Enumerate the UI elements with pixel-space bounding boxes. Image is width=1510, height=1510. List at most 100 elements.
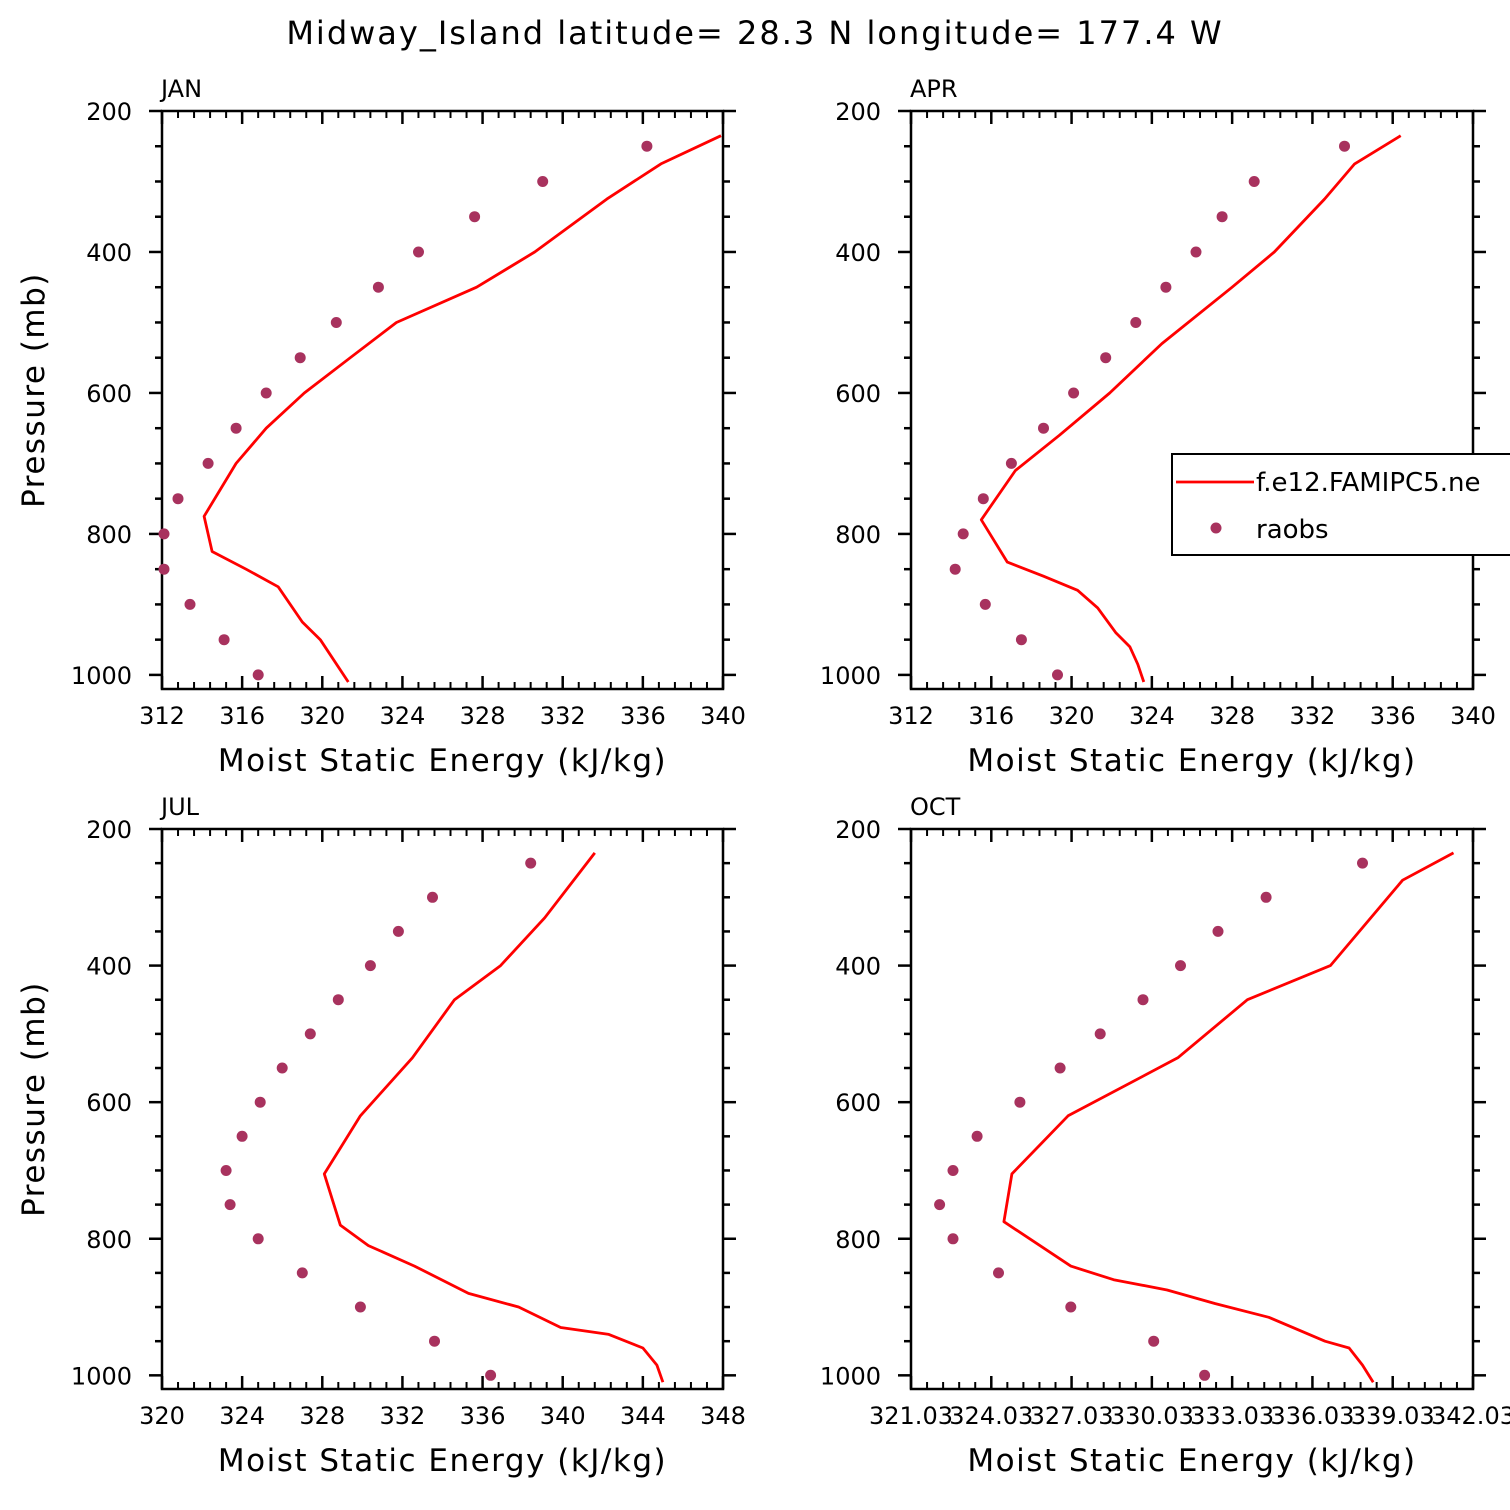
x-tick-label: 342.03 [1431,1402,1510,1430]
y-tick-label: 600 [86,380,132,408]
x-tick-label: 336.03 [1270,1402,1354,1430]
raobs-point-apr [1248,176,1260,187]
plot-frame-apr [909,109,1475,691]
x-tick-label: 324 [219,1402,265,1430]
raobs-point-jul [296,1267,308,1279]
y-tick-label: 200 [86,98,132,126]
x-tick-label: 344 [620,1402,666,1430]
panel-label-apr: APR [910,75,958,103]
x-tick-label: 336 [460,1402,506,1430]
panels-group: 312 316 320 324 328 332 336 340 200 400 600 800 1000… [16,75,1510,1479]
y-tick-label: 1000 [71,662,132,690]
raobs-point-jan [158,528,170,540]
raobs-point-oct [1199,1369,1211,1381]
raobs-point-jan [202,457,214,469]
y-tick-label: 200 [835,816,881,844]
y-tick-label: 800 [835,1226,881,1254]
x-tick-label: 328 [460,702,506,730]
legend-label-model: f.e12.FAMIPC5.ne [1256,468,1480,498]
x-tick-label: 340 [700,702,746,730]
x-tick-label: 312 [139,702,185,730]
x-tick-label: 333.03 [1190,1402,1274,1430]
raobs-point-apr [1190,246,1202,258]
legend-label-raobs: raobs [1256,515,1329,545]
raobs-point-apr [977,493,989,505]
y-tick-label: 400 [86,953,132,981]
x-tick-label: 320 [299,702,345,730]
panel-apr: 312 316 320 324 328 332 336 340 200 400 600 800 1000… [820,75,1496,779]
model-profile-line-apr [979,134,1402,683]
panel-oct: 321.03324.03327.03330.03333.03336.03339.… [820,793,1510,1479]
x-tick-label: 332 [1290,702,1336,730]
y-tick-label: 600 [835,380,881,408]
raobs-point-jan [413,246,424,258]
raobs-point-apr [1100,352,1112,364]
panel-jul: 320 324 328 332 336 340 344 348 200 400 600 800 1000… [16,793,746,1479]
x-tick-label: 324 [380,702,426,730]
raobs-point-oct [1014,1096,1026,1108]
x-tick-label: 320 [139,1402,185,1430]
raobs-point-jan [172,493,184,505]
x-tick-label: 312 [888,702,934,730]
x-tick-label: 348 [700,1402,746,1430]
y-tick-label: 800 [835,521,881,549]
model-profile-line-jan [202,134,722,683]
raobs-point-jan [330,317,342,328]
x-tick-label: 332 [540,702,586,730]
panel-label-oct: OCT [910,793,961,821]
x-tick-label: 330.03 [1110,1402,1194,1430]
y-tick-label: 600 [86,1089,132,1117]
raobs-point-jul [427,891,438,903]
raobs-point-jul [364,960,376,972]
x-tick-label: 321.03 [869,1402,953,1430]
raobs-point-oct [1137,994,1149,1006]
raobs-point-oct [947,1165,959,1176]
raobs-point-jan [218,634,230,646]
legend-box [1171,453,1510,556]
raobs-point-jan [372,281,384,293]
y-axis-title: Pressure (mb) [16,981,52,1217]
y-tick-label: 1000 [71,1362,132,1390]
x-tick-label: 324 [1129,702,1175,730]
raobs-point-oct [1212,925,1224,937]
raobs-point-jan [469,211,481,223]
raobs-point-oct [1054,1062,1066,1074]
raobs-point-jan [252,669,264,681]
y-tick-label: 800 [86,1226,132,1254]
x-tick-label: 340 [540,1402,586,1430]
raobs-point-oct [1260,891,1272,903]
raobs-point-jul [254,1096,266,1108]
raobs-point-apr [1130,317,1142,328]
x-tick-label: 327.03 [1030,1402,1114,1430]
x-tick-label: 320 [1049,702,1095,730]
x-tick-label: 340 [1450,702,1496,730]
y-axis-title: Pressure (mb) [16,272,52,508]
y-tick-label: 400 [86,239,132,267]
plot-frame-jan [160,109,725,691]
raobs-point-jan [158,563,170,575]
y-tick-label: 1000 [820,662,881,690]
raobs-point-oct [971,1130,983,1142]
raobs-point-oct [947,1233,959,1245]
raobs-point-jan [641,140,653,152]
raobs-point-apr [1216,211,1228,223]
raobs-point-apr [1068,387,1080,399]
raobs-point-jan [537,176,549,187]
raobs-point-oct [1357,857,1368,869]
raobs-point-jul [332,994,344,1006]
panel-jan: 312 316 320 324 328 332 336 340 200 400 600 800 1000… [16,75,746,779]
raobs-point-jan [294,352,306,364]
raobs-point-oct [993,1267,1004,1279]
model-profile-line-jul [322,852,665,1383]
raobs-point-oct [1175,960,1186,972]
raobs-point-apr [1052,669,1063,681]
x-axis-title: Moist Static Energy (kJ/kg) [218,1443,667,1479]
raobs-point-jan [230,422,242,434]
plot-frame-oct [909,827,1475,1391]
raobs-point-apr [1160,281,1172,293]
y-tick-label: 400 [835,953,881,981]
raobs-point-jul [525,857,537,869]
panel-label-jan: JAN [159,75,202,103]
